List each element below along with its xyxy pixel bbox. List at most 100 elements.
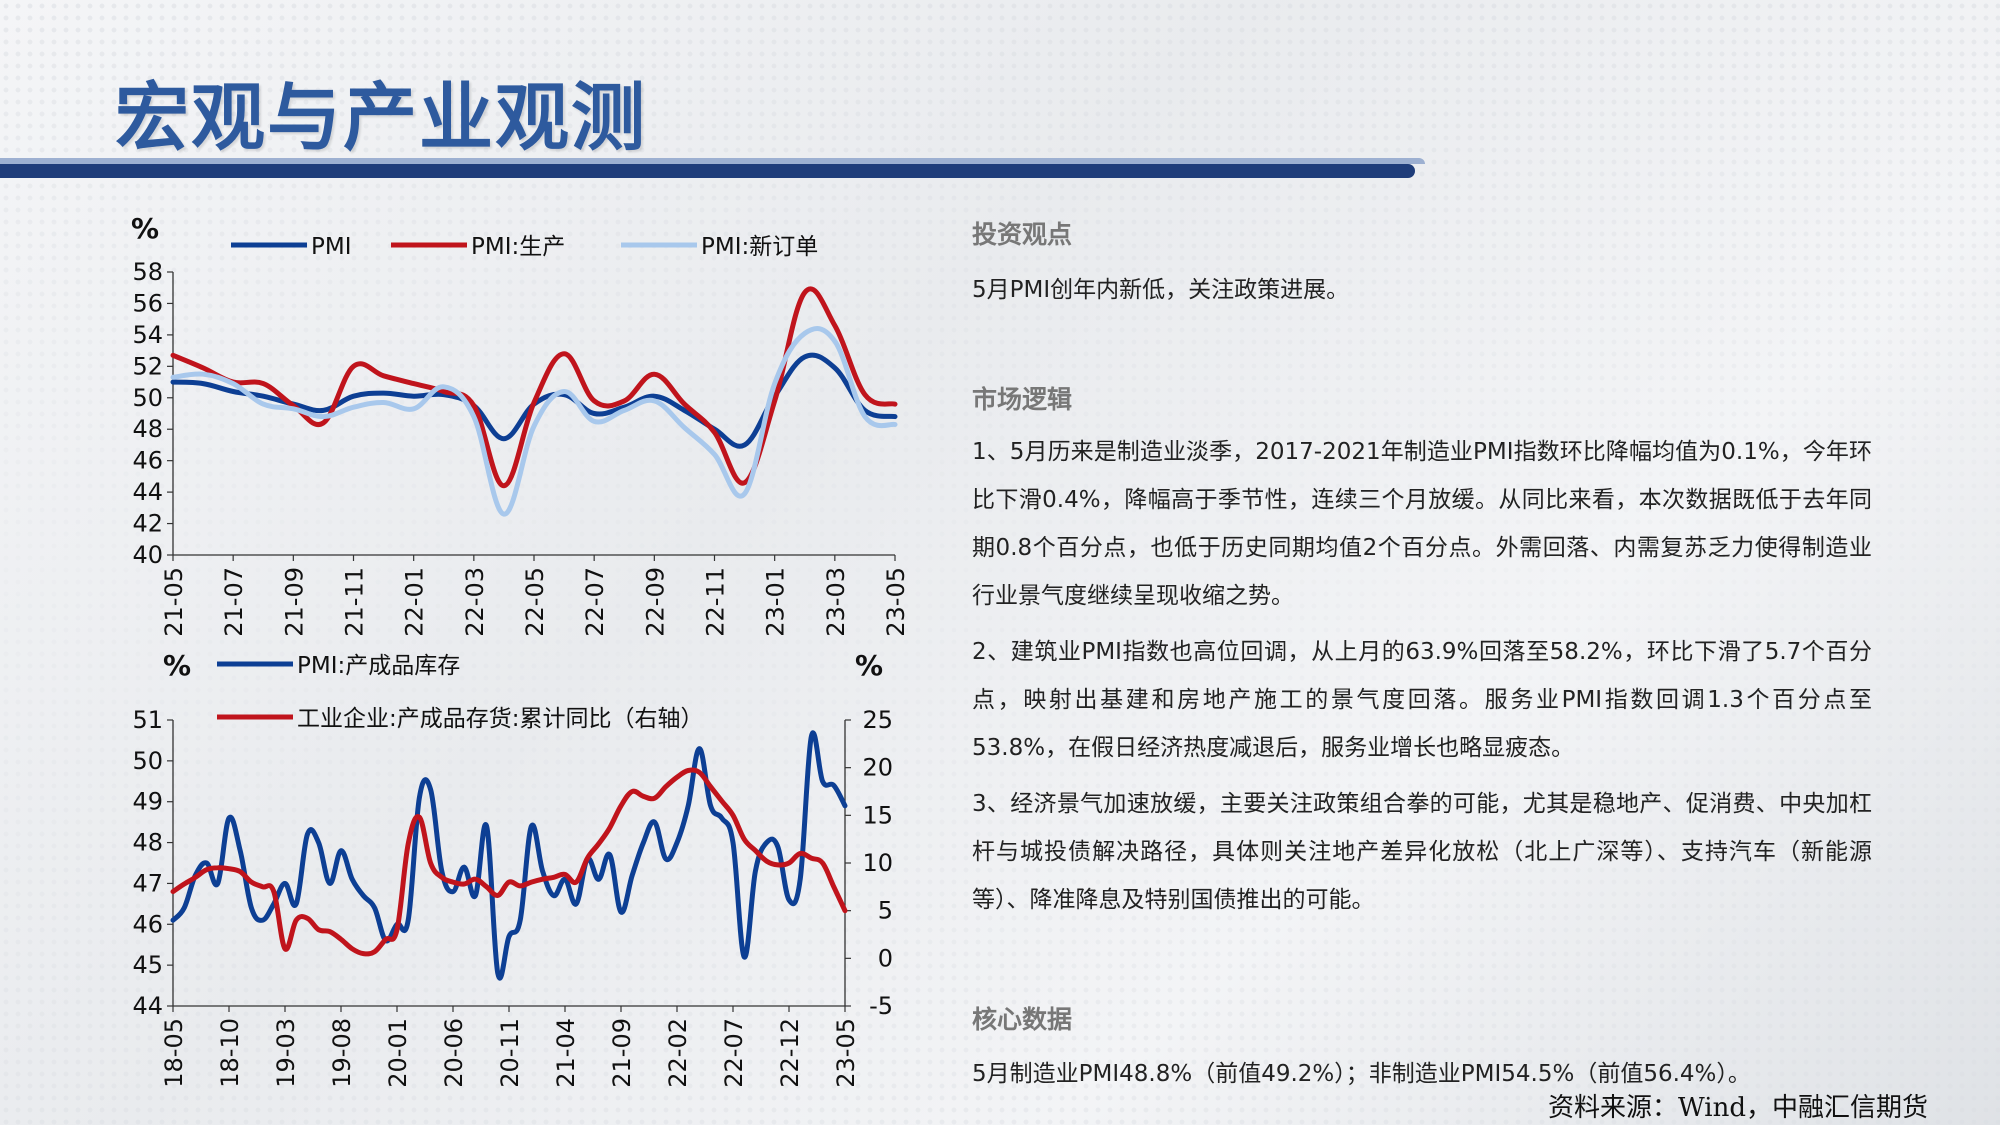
inventory-chart-y-tick-label-right: 15 <box>862 801 893 829</box>
inventory-chart-y-tick-label: 44 <box>132 992 163 1020</box>
inventory-chart-series-point-1 <box>821 861 824 865</box>
inventory-chart-series-point-1 <box>474 878 477 881</box>
inventory-chart-series-point-0 <box>619 910 623 914</box>
pmi-chart-y-tick-label: 42 <box>132 510 163 538</box>
pmi-chart-y-axis-label: % <box>131 212 159 245</box>
pmi-chart-series-point-1 <box>472 404 475 407</box>
pmi-chart-y-tick-label: 46 <box>132 447 163 475</box>
pmi-chart-series-point-2 <box>833 340 836 343</box>
pmi-chart-series-point-0 <box>893 415 897 418</box>
pmi-chart: 40 42 44 46 48 50 52 54 56 58% 21-05 21-07 21-09 21-1… <box>95 205 915 650</box>
inventory-chart-series-point-0 <box>709 804 712 807</box>
pmi-chart-y-tick-label: 56 <box>132 289 163 317</box>
inventory-chart-series-point-1 <box>194 876 197 879</box>
inventory-chart-series-point-1 <box>642 795 645 798</box>
inventory-chart-svg: 44 45 46 47 48 49 50 51% -5 0 5 10 15 20 25% 18-05 18-10… <box>132 649 893 1088</box>
pmi-chart-series-point-0 <box>262 395 265 398</box>
inventory-chart-series-point-0 <box>239 849 242 852</box>
pmi-chart-series-point-1 <box>382 374 385 377</box>
pmi-chart-series-point-2 <box>352 406 355 409</box>
pmi-chart-svg: 40 42 44 46 48 50 52 54 56 58% 21-05 21-07 21-09 21-1… <box>131 212 910 637</box>
pmi-chart-series-point-1 <box>833 324 836 327</box>
inventory-chart-series-point-0 <box>731 841 735 844</box>
inventory-chart-y-axis-label-right: % <box>855 649 883 682</box>
inventory-chart-series-point-1 <box>653 797 656 800</box>
inventory-chart-series-point-1 <box>631 790 634 793</box>
pmi-chart-y-tick-label: 52 <box>132 352 163 380</box>
pmi-chart-series-point-0 <box>232 390 235 393</box>
header-bar <box>0 158 1425 182</box>
pmi-chart-series-point-1 <box>863 393 867 396</box>
pmi-chart-series-point-2 <box>773 382 776 385</box>
inventory-chart-series-point-1 <box>552 876 555 879</box>
inventory-chart-series-point-0 <box>429 788 432 791</box>
inventory-chart-series-point-0 <box>687 804 690 807</box>
inventory-chart-y-tick-label: 46 <box>132 910 163 938</box>
pmi-chart-series-point-2 <box>412 407 415 410</box>
inventory-chart-series-point-0 <box>250 906 253 910</box>
inventory-chart-series-point-0 <box>631 874 634 877</box>
pmi-chart-series-point-2 <box>593 420 596 423</box>
inventory-chart-x-tick-label: 23-05 <box>832 1018 860 1088</box>
inventory-chart-x-tick-label: 18-10 <box>216 1018 244 1088</box>
inventory-chart-series-point-1 <box>563 873 567 876</box>
inventory-chart-series-point-1 <box>362 952 365 955</box>
inventory-chart-series-point-1 <box>519 884 522 888</box>
pmi-chart-series-point-1 <box>262 382 265 385</box>
inventory-chart-x-tick-label: 20-01 <box>384 1018 412 1088</box>
pmi-chart-series-point-1 <box>893 402 897 406</box>
inventory-chart-series-point-1 <box>373 950 376 953</box>
inventory-chart-x-tick-label: 22-02 <box>664 1018 692 1088</box>
inventory-chart-y-tick-label: 45 <box>132 951 163 979</box>
pmi-chart-series-point-0 <box>833 366 836 370</box>
pmi-chart-series-point-1 <box>713 431 716 434</box>
inventory-chart-x-tick-label: 19-03 <box>272 1018 300 1088</box>
pmi-chart-series-point-0 <box>683 409 686 412</box>
inventory-chart-series-point-1 <box>810 857 813 860</box>
inventory-chart-series-point-1 <box>171 890 175 893</box>
inventory-chart-series-point-1 <box>687 769 690 772</box>
section-text-view: 5月PMI创年内新低，关注政策进展。 <box>972 277 1350 303</box>
inventory-chart-series-point-1 <box>328 930 331 933</box>
inventory-chart-series-point-1 <box>395 928 399 931</box>
pmi-chart-series-point-0 <box>653 395 656 398</box>
inventory-chart-series-point-1 <box>339 938 343 941</box>
inventory-chart-series-point-0 <box>463 865 466 869</box>
inventory-chart-series-point-1 <box>351 947 354 950</box>
pmi-chart-legend-label-0: PMI <box>311 234 352 260</box>
inventory-chart-series-point-1 <box>306 917 309 920</box>
inventory-chart-series-point-0 <box>642 841 645 844</box>
inventory-chart-y-tick-label: 48 <box>132 829 163 857</box>
pmi-chart-x-tick-label: 22-11 <box>702 567 730 637</box>
pmi-chart-series-point-2 <box>262 402 265 406</box>
inventory-chart-series-point-0 <box>339 849 343 852</box>
pmi-chart-series-point-2 <box>502 512 506 516</box>
inventory-chart-series-point-0 <box>530 825 533 828</box>
pmi-chart-series-point-2 <box>893 423 897 426</box>
inventory-chart-series-point-1 <box>384 938 387 941</box>
inventory-chart-series-point-0 <box>362 894 365 897</box>
pmi-chart-series-point-2 <box>863 415 867 418</box>
inventory-chart-series-point-1 <box>843 909 847 912</box>
inventory-chart-series-point-0 <box>821 780 824 783</box>
pmi-chart-series-point-2 <box>382 401 385 404</box>
inventory-chart-series-point-1 <box>429 861 432 865</box>
inventory-chart-series-point-0 <box>720 816 723 820</box>
inventory-chart-series-point-1 <box>205 868 208 871</box>
pmi-chart-series-line-1 <box>170 286 898 489</box>
pmi-chart-legend-label-1: PMI:生产 <box>471 234 565 260</box>
pmi-chart-series-point-1 <box>773 399 776 403</box>
pmi-chart-series-point-2 <box>803 332 806 335</box>
inventory-chart-series-point-1 <box>496 894 499 897</box>
pmi-chart-series-point-1 <box>352 365 355 368</box>
pmi-chart-series-point-1 <box>412 382 415 385</box>
pmi-chart-series-point-0 <box>502 437 506 440</box>
inventory-chart-x-tick-label: 22-12 <box>776 1018 804 1088</box>
pmi-chart-series-point-2 <box>442 385 445 388</box>
pmi-chart-x-tick-label: 22-05 <box>521 567 549 637</box>
inventory-chart-series-point-0 <box>563 878 567 881</box>
inventory-chart-series-point-1 <box>720 799 723 803</box>
pmi-chart-series-point-2 <box>713 453 716 456</box>
inventory-chart-series-point-1 <box>485 885 488 888</box>
section-title-core: 核心数据 <box>972 1005 1073 1034</box>
